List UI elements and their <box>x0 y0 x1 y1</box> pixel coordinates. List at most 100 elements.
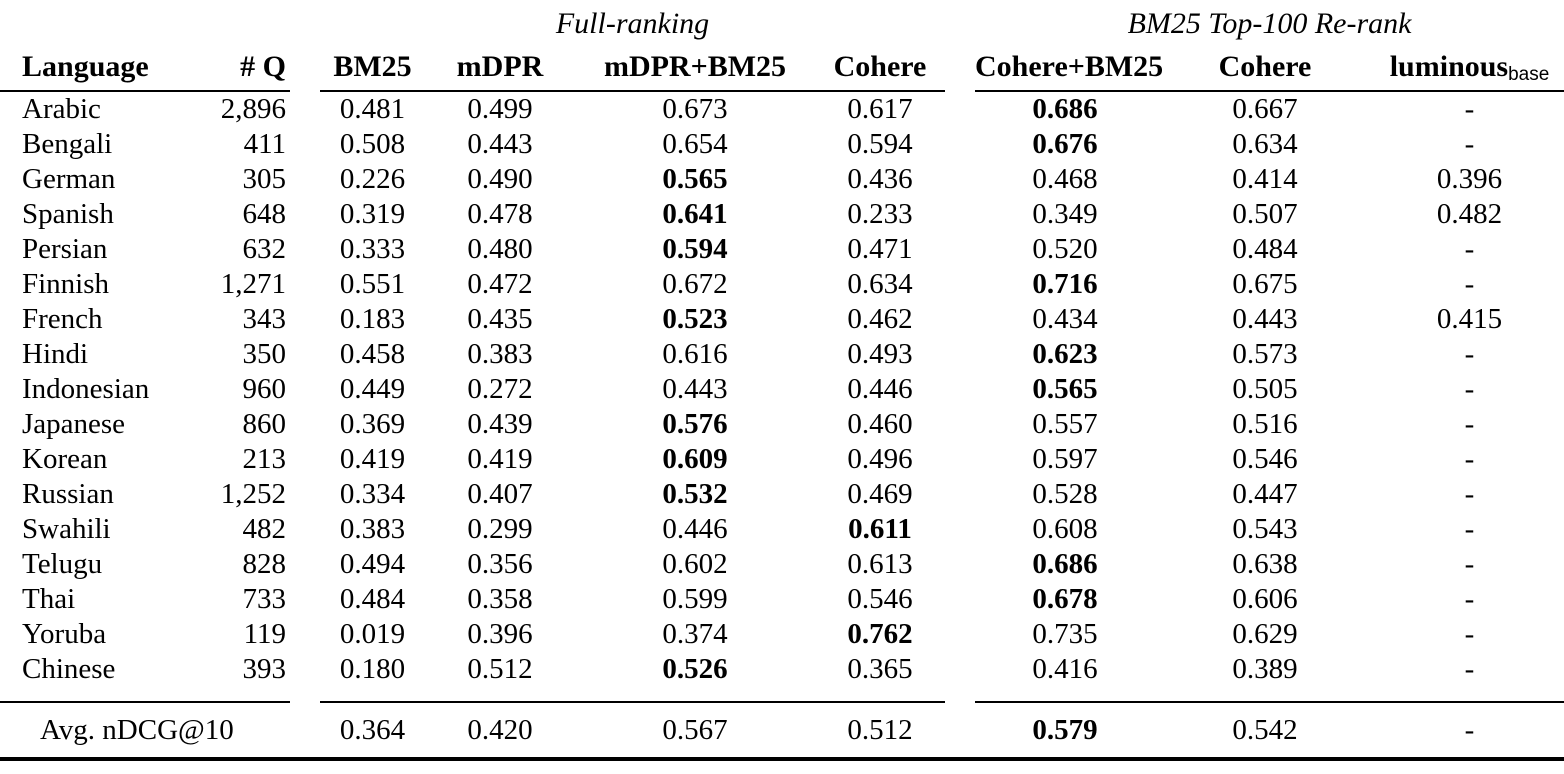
metric-value: 0.557 <box>1032 408 1098 440</box>
row-query-count: 343 <box>242 303 287 335</box>
metric-value: - <box>1464 373 1475 405</box>
metric-value: 0.383 <box>339 513 406 545</box>
luminous-subscript: base <box>1508 63 1550 85</box>
row-language: Persian <box>22 233 108 265</box>
column-gap <box>945 4 975 44</box>
metric-value: - <box>1464 128 1475 160</box>
metric-value: 0.654 <box>662 128 728 160</box>
metric-value: 0.551 <box>339 268 406 300</box>
column-gap <box>945 44 975 91</box>
group-header-spacer <box>0 4 290 44</box>
column-gap <box>945 302 975 337</box>
metric-value: 0.512 <box>467 653 533 685</box>
metric-value: 0.481 <box>339 93 406 125</box>
metric-value: 0.435 <box>467 303 533 335</box>
metric-value: 0.471 <box>847 233 913 265</box>
metric-value: 0.673 <box>662 93 728 125</box>
row-language: Korean <box>22 443 108 475</box>
table-row: Russian 1,252 0.334 0.407 0.532 0.469 0.528 0.4… <box>0 477 1564 512</box>
metric-value: - <box>1464 93 1475 125</box>
metric-value: 0.617 <box>847 93 913 125</box>
metric-value: 0.365 <box>847 653 913 685</box>
metric-value: 0.546 <box>847 583 913 615</box>
column-gap <box>290 547 320 582</box>
metric-value: 0.686 <box>1032 548 1098 580</box>
table-row: Chinese 393 0.180 0.512 0.526 0.365 0.416 0.389… <box>0 652 1564 702</box>
row-language: Arabic <box>22 93 101 125</box>
table-row: Indonesian 960 0.449 0.272 0.443 0.446 0.565 0.… <box>0 372 1564 407</box>
metric-value: 0.446 <box>662 513 728 545</box>
metric-value: 0.396 <box>467 618 533 650</box>
metric-value: 0.460 <box>847 408 913 440</box>
row-language: Japanese <box>22 408 126 440</box>
column-gap <box>290 372 320 407</box>
column-gap <box>945 372 975 407</box>
metric-value: 0.629 <box>1232 618 1298 650</box>
column-gap <box>290 582 320 617</box>
metric-value: 0.602 <box>662 548 728 580</box>
column-gap <box>290 4 320 44</box>
metric-value: 0.478 <box>467 198 533 230</box>
col-header-mdpr-bm25: mDPR+BM25 <box>575 44 815 92</box>
column-gap <box>945 617 975 652</box>
col-header-cohere-rerank: Cohere <box>1155 44 1375 92</box>
row-language: Indonesian <box>22 373 150 405</box>
column-gap <box>945 652 975 702</box>
metric-value: 0.233 <box>847 198 913 230</box>
metric-value: 0.686 <box>1032 93 1098 125</box>
metric-value: 0.484 <box>1232 233 1298 265</box>
row-query-count: 733 <box>242 583 287 615</box>
metric-value: 0.407 <box>467 478 533 510</box>
table-row: Telugu 828 0.494 0.356 0.602 0.613 0.686 0.638 - <box>0 547 1564 582</box>
results-table: Full-ranking BM25 Top-100 Re-rank Langua… <box>0 4 1564 761</box>
column-gap <box>290 91 320 127</box>
column-gap <box>945 512 975 547</box>
metric-value: - <box>1464 583 1475 615</box>
row-language: French <box>22 303 103 335</box>
metric-value: 0.546 <box>1232 443 1298 475</box>
metric-value: - <box>1464 338 1475 370</box>
metric-value: 0.183 <box>339 303 406 335</box>
metric-value: 0.599 <box>662 583 728 615</box>
column-gap <box>945 337 975 372</box>
average-value: 0.364 <box>320 701 425 761</box>
metric-value: 0.565 <box>662 163 728 195</box>
metric-value: 0.449 <box>339 373 406 405</box>
table-body: Arabic 2,896 0.481 0.499 0.673 0.617 0.686 0.66… <box>0 91 1564 702</box>
metric-value: 0.634 <box>847 268 913 300</box>
metric-value: 0.389 <box>1232 653 1298 685</box>
column-header-row: Language # Q BM25 mDPR mDPR+BM25 Cohere … <box>0 44 1564 92</box>
metric-value: 0.180 <box>339 653 406 685</box>
average-row-label: Avg. nDCG@10 <box>0 701 290 761</box>
luminous-label: luminous <box>1389 50 1509 83</box>
metric-value: 0.616 <box>662 338 728 370</box>
metric-value: 0.439 <box>467 408 533 440</box>
group-header-full-ranking: Full-ranking <box>555 7 710 40</box>
metric-value: 0.416 <box>1032 653 1098 685</box>
table-row: Spanish 648 0.319 0.478 0.641 0.233 0.349 0.507… <box>0 197 1564 232</box>
col-header-bm25: BM25 <box>320 44 425 92</box>
metric-value: 0.613 <box>847 548 913 580</box>
column-gap <box>945 127 975 162</box>
row-query-count: 393 <box>242 653 287 685</box>
row-query-count: 350 <box>242 338 287 370</box>
metric-value: 0.576 <box>662 408 728 440</box>
metric-value: 0.443 <box>1232 303 1298 335</box>
column-gap <box>290 442 320 477</box>
row-query-count: 305 <box>242 163 287 195</box>
metric-value: 0.019 <box>339 618 406 650</box>
metric-value: 0.606 <box>1232 583 1298 615</box>
column-gap <box>945 91 975 127</box>
metric-value: 0.462 <box>847 303 913 335</box>
row-language: Swahili <box>22 513 111 545</box>
metric-value: 0.472 <box>467 268 533 300</box>
row-language: Chinese <box>22 653 116 685</box>
metric-value: 0.396 <box>1436 163 1503 195</box>
row-query-count: 2,896 <box>220 93 286 125</box>
metric-value: 0.496 <box>847 443 913 475</box>
table-row: Finnish 1,271 0.551 0.472 0.672 0.634 0.716 0.6… <box>0 267 1564 302</box>
table-row: French 343 0.183 0.435 0.523 0.462 0.434 0.443 0… <box>0 302 1564 337</box>
column-gap <box>290 617 320 652</box>
average-value: - <box>1375 701 1564 761</box>
average-value: 0.512 <box>815 701 945 761</box>
